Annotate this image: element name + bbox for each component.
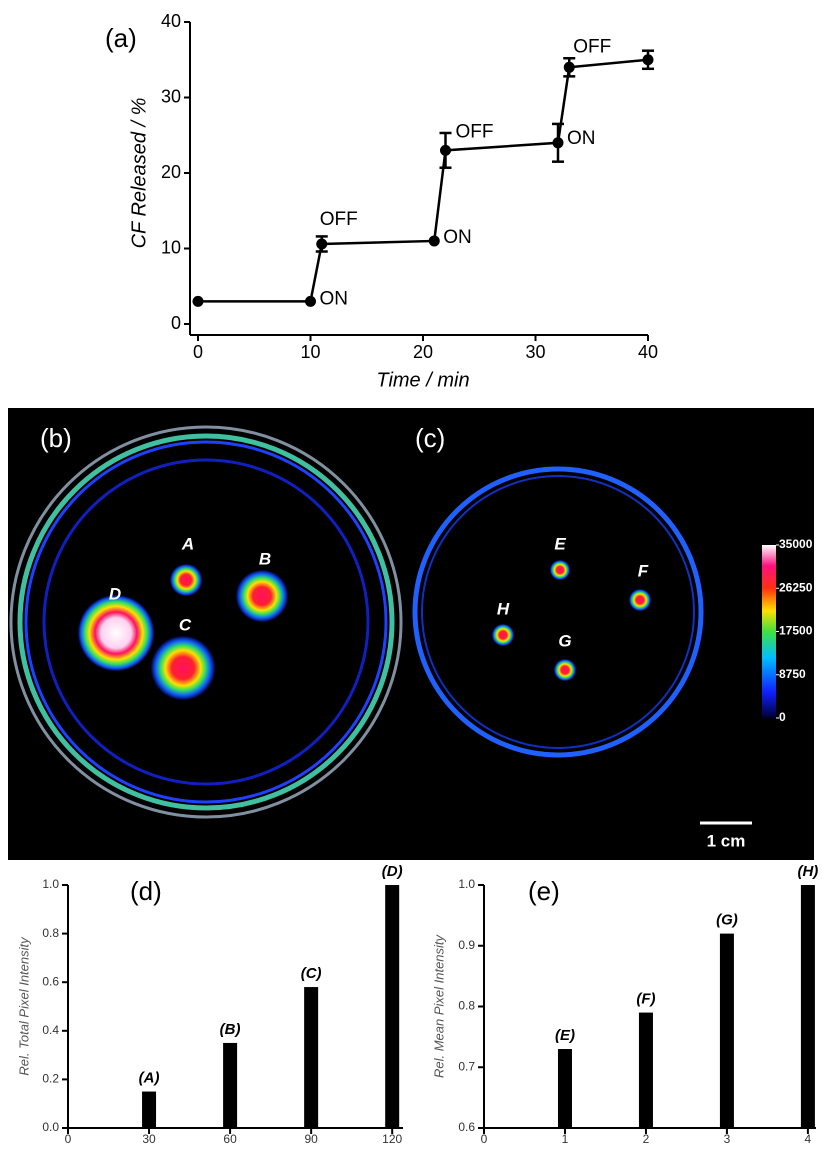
bar-label: (D) (382, 863, 403, 880)
spot (554, 659, 576, 681)
spot (151, 636, 215, 700)
data-point (305, 296, 316, 307)
bar (385, 885, 399, 1128)
y-tick-label: 10 (161, 237, 181, 257)
figure: 1 cm (b) (c) A B C D E F G H 35000 26250 17500 8750… (0, 0, 822, 1157)
data-point (316, 238, 327, 249)
x-tick-label: 30 (142, 1132, 156, 1146)
spot-label: B (259, 549, 271, 568)
scale-bar-label: 1 cm (707, 831, 746, 850)
panel-label: (d) (130, 876, 162, 906)
y-tick-label: 0.6 (42, 974, 59, 988)
bar-label: (B) (220, 1021, 241, 1038)
bar (720, 934, 734, 1128)
colorbar-tick-label: 26250 (779, 580, 813, 594)
data-point (553, 137, 564, 148)
data-point (429, 235, 440, 246)
data-point (193, 296, 204, 307)
y-tick-label: 20 (161, 162, 181, 182)
panel-label: (a) (105, 23, 137, 53)
bar (639, 1013, 653, 1128)
y-tick-label: 0.8 (458, 999, 475, 1013)
y-tick-label: 1.0 (42, 877, 59, 891)
y-tick-label: 30 (161, 86, 181, 106)
y-tick-label: 0.0 (42, 1120, 59, 1134)
bar (223, 1043, 237, 1128)
x-tick-label: 0 (193, 342, 203, 362)
y-axis-label: Rel. Mean Pixel Intensity (431, 933, 446, 1078)
y-tick-label: 40 (161, 11, 181, 31)
annotation: OFF (320, 209, 358, 230)
bar (304, 987, 318, 1128)
bar-label: (A) (139, 1070, 160, 1087)
spot-label: H (497, 599, 510, 618)
bar-label: (H) (797, 863, 818, 880)
spot-label: A (181, 534, 194, 553)
x-tick-label: 40 (638, 342, 658, 362)
panel-label: (c) (415, 423, 445, 453)
spot (170, 564, 202, 596)
bar-label: (F) (636, 991, 655, 1008)
y-tick-label: 0.4 (42, 1023, 59, 1037)
bar (801, 885, 815, 1128)
data-point (643, 54, 654, 65)
y-axis-label: CF Released / % (128, 98, 150, 249)
colorbar-tick-label: 8750 (779, 667, 806, 681)
y-tick-label: 0 (171, 313, 181, 333)
data-line (198, 60, 648, 302)
bar-label: (C) (301, 965, 322, 982)
spot-label: G (558, 631, 571, 650)
spot-label: C (179, 615, 192, 634)
spot (78, 595, 154, 671)
spot-label: D (109, 584, 121, 603)
y-tick-label: 0.8 (42, 926, 59, 940)
x-tick-label: 2 (643, 1132, 650, 1146)
x-tick-label: 10 (300, 342, 320, 362)
y-tick-label: 0.7 (458, 1059, 475, 1073)
x-tick-label: 120 (382, 1132, 402, 1146)
x-tick-label: 4 (805, 1132, 812, 1146)
colorbar-tick-label: 17500 (779, 624, 813, 638)
bar-label: (G) (716, 912, 738, 929)
data-point (564, 62, 575, 73)
y-tick-label: 0.2 (42, 1072, 59, 1086)
spot-label: F (638, 561, 649, 580)
spot (550, 560, 570, 580)
spot-label: E (554, 534, 566, 553)
annotation: OFF (456, 121, 494, 142)
colorbar-tick-label: 35000 (779, 537, 813, 551)
x-tick-label: 0 (65, 1132, 72, 1146)
y-tick-label: 0.6 (458, 1120, 475, 1134)
bar (558, 1049, 572, 1128)
bar-label: (E) (555, 1027, 575, 1044)
colorbar (762, 545, 776, 718)
x-axis-label: Time / min (376, 369, 469, 391)
x-tick-label: 0 (481, 1132, 488, 1146)
x-tick-label: 90 (304, 1132, 318, 1146)
y-tick-label: 1.0 (458, 877, 475, 891)
x-tick-label: 60 (223, 1132, 237, 1146)
panel-label: (b) (40, 423, 72, 453)
annotation: ON (443, 227, 472, 248)
x-tick-label: 30 (525, 342, 545, 362)
spot (492, 624, 514, 646)
annotation: OFF (573, 36, 611, 57)
panel-label: (e) (528, 876, 560, 906)
y-tick-label: 0.9 (458, 938, 475, 952)
data-point (440, 145, 451, 156)
bar (142, 1092, 156, 1128)
y-axis-label: Rel. Total Pixel Intensity (16, 936, 31, 1076)
spot (236, 570, 288, 622)
annotation: ON (567, 128, 596, 149)
x-tick-label: 20 (413, 342, 433, 362)
annotation: ON (320, 288, 349, 309)
x-tick-label: 1 (562, 1132, 569, 1146)
colorbar-tick-label: 0 (779, 710, 786, 724)
spot (629, 589, 651, 611)
x-tick-label: 3 (724, 1132, 731, 1146)
